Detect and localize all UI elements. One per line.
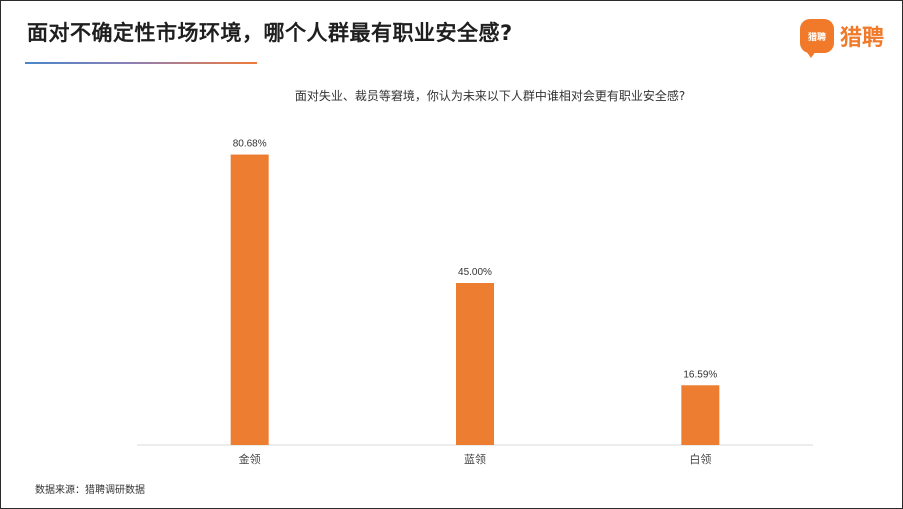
chart-title: 面对失业、裁员等窘境，你认为未来以下人群中谁相对会更有职业安全感? bbox=[294, 89, 686, 103]
speech-bubble-logo-icon: 猎聘 bbox=[799, 19, 834, 58]
brand-logo: 猎聘 猎聘 bbox=[799, 19, 884, 58]
page-title: 面对不确定性市场环境，哪个人群最有职业安全感? bbox=[27, 21, 513, 45]
bar-0 bbox=[230, 154, 269, 445]
bar-chart: 80.68% 金领 45.00% 蓝领 16.59% 白领 bbox=[137, 139, 813, 466]
data-label-0: 80.68% bbox=[233, 139, 267, 150]
data-label-2: 16.59% bbox=[683, 369, 717, 380]
data-label-1: 45.00% bbox=[458, 267, 492, 278]
x-tick-label-0: 金领 bbox=[239, 452, 261, 466]
bar-2 bbox=[681, 385, 720, 445]
bar-1 bbox=[456, 283, 494, 445]
x-tick-label-1: 蓝领 bbox=[464, 453, 486, 466]
brand-name: 猎聘 bbox=[839, 26, 884, 51]
title-underline bbox=[25, 62, 257, 64]
source-note: 数据来源：猎聘调研数据 bbox=[35, 485, 145, 496]
x-tick-label-2: 白领 bbox=[689, 452, 711, 466]
